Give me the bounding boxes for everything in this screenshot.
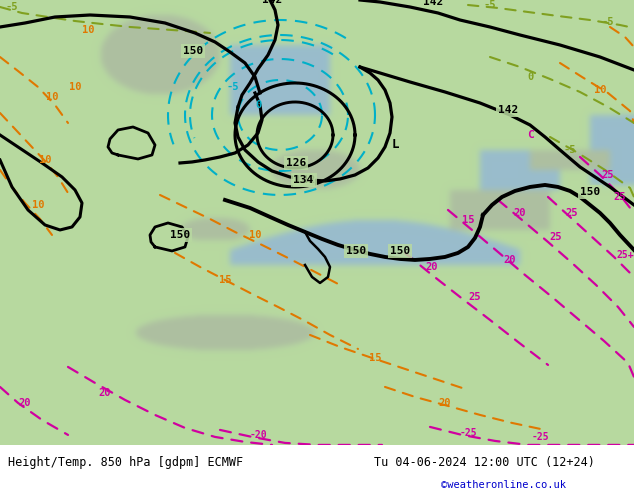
Text: 150: 150 bbox=[390, 246, 410, 256]
Text: 20: 20 bbox=[504, 255, 516, 265]
Text: 150: 150 bbox=[580, 187, 600, 197]
Text: 15: 15 bbox=[462, 215, 474, 225]
Text: L: L bbox=[391, 139, 399, 151]
Text: 0: 0 bbox=[527, 72, 533, 82]
Text: 10: 10 bbox=[39, 155, 51, 165]
Text: 134: 134 bbox=[293, 175, 313, 185]
Text: 20: 20 bbox=[99, 388, 111, 398]
Text: 10: 10 bbox=[32, 200, 44, 210]
Text: -25: -25 bbox=[531, 432, 549, 442]
Text: -5: -5 bbox=[602, 17, 614, 27]
Text: 150: 150 bbox=[346, 246, 366, 256]
Text: 15: 15 bbox=[369, 353, 381, 363]
Text: 25: 25 bbox=[566, 208, 578, 218]
Text: 10: 10 bbox=[249, 230, 261, 240]
Text: 150: 150 bbox=[183, 46, 203, 56]
Text: -5: -5 bbox=[227, 82, 239, 92]
Text: 10: 10 bbox=[68, 82, 81, 92]
Text: 0: 0 bbox=[255, 100, 261, 110]
Text: 25: 25 bbox=[469, 292, 481, 302]
Text: 20: 20 bbox=[426, 262, 438, 272]
Text: Tu 04-06-2024 12:00 UTC (12+24): Tu 04-06-2024 12:00 UTC (12+24) bbox=[374, 457, 595, 469]
Text: 20: 20 bbox=[19, 398, 31, 408]
Text: 10: 10 bbox=[82, 25, 94, 35]
Text: -5: -5 bbox=[484, 0, 496, 10]
Text: 126: 126 bbox=[286, 158, 306, 168]
Text: 142: 142 bbox=[262, 0, 282, 5]
Text: 10: 10 bbox=[46, 92, 58, 102]
Text: 25: 25 bbox=[550, 232, 562, 242]
Text: 25: 25 bbox=[614, 192, 626, 202]
Text: 20: 20 bbox=[514, 208, 526, 218]
Text: 142: 142 bbox=[295, 175, 315, 185]
Text: 15: 15 bbox=[219, 275, 231, 285]
Text: C: C bbox=[527, 130, 533, 140]
Text: -20: -20 bbox=[249, 430, 267, 440]
Text: -25: -25 bbox=[459, 428, 477, 438]
Text: 20: 20 bbox=[439, 398, 451, 408]
Text: ©weatheronline.co.uk: ©weatheronline.co.uk bbox=[441, 481, 566, 490]
Text: 25: 25 bbox=[602, 170, 614, 180]
Text: -5: -5 bbox=[564, 145, 576, 155]
Text: -5: -5 bbox=[6, 2, 18, 12]
Text: 142: 142 bbox=[423, 0, 443, 7]
Text: 25+: 25+ bbox=[616, 250, 634, 260]
Text: 10: 10 bbox=[594, 85, 606, 95]
Text: Height/Temp. 850 hPa [gdpm] ECMWF: Height/Temp. 850 hPa [gdpm] ECMWF bbox=[8, 457, 243, 469]
Text: 142: 142 bbox=[498, 105, 518, 115]
Text: 150: 150 bbox=[170, 230, 190, 240]
